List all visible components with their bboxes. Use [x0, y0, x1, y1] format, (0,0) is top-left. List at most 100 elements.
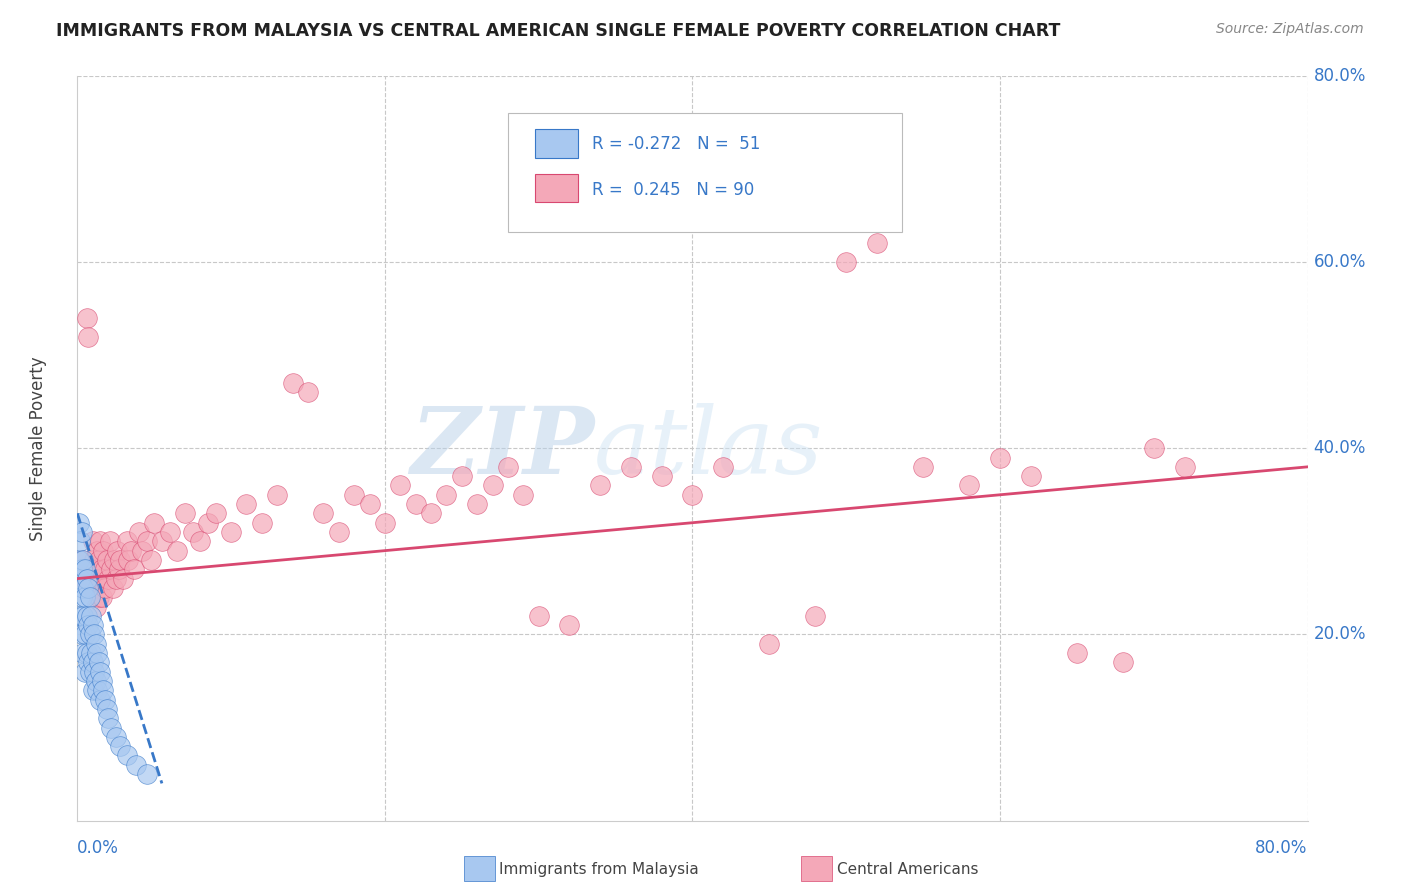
- Point: [250, 516, 273, 530]
- Point: [73, 665, 96, 679]
- Point: [711, 459, 734, 474]
- Point: [73, 591, 96, 605]
- Point: [70, 562, 93, 576]
- Point: [97, 572, 120, 586]
- Text: atlas: atlas: [595, 403, 824, 493]
- Point: [115, 534, 138, 549]
- Point: [84, 673, 107, 688]
- Point: [67, 516, 90, 530]
- Point: [150, 534, 173, 549]
- Point: [76, 572, 98, 586]
- Point: [804, 608, 827, 623]
- Point: [70, 627, 93, 641]
- Point: [83, 581, 105, 595]
- Text: IMMIGRANTS FROM MALAYSIA VS CENTRAL AMERICAN SINGLE FEMALE POVERTY CORRELATION C: IMMIGRANTS FROM MALAYSIA VS CENTRAL AMER…: [56, 22, 1060, 40]
- Point: [866, 236, 889, 251]
- Point: [76, 646, 98, 660]
- Point: [69, 572, 91, 586]
- Point: [73, 562, 96, 576]
- Point: [481, 478, 503, 492]
- Point: [266, 488, 288, 502]
- Point: [79, 591, 101, 605]
- Point: [297, 385, 319, 400]
- Point: [87, 656, 110, 670]
- Point: [105, 543, 128, 558]
- Point: [651, 469, 673, 483]
- Point: [77, 618, 100, 632]
- Text: Central Americans: Central Americans: [837, 863, 979, 877]
- Text: 60.0%: 60.0%: [1313, 253, 1367, 271]
- Point: [131, 543, 153, 558]
- Point: [110, 739, 132, 753]
- Point: [115, 748, 138, 763]
- Point: [1112, 656, 1135, 670]
- Point: [405, 497, 427, 511]
- Text: R =  0.245   N = 90: R = 0.245 N = 90: [592, 181, 754, 199]
- Point: [89, 534, 111, 549]
- Text: 20.0%: 20.0%: [1313, 625, 1367, 643]
- Point: [122, 562, 145, 576]
- Point: [558, 618, 581, 632]
- Point: [328, 524, 350, 539]
- Point: [97, 711, 120, 725]
- Point: [374, 516, 396, 530]
- Point: [589, 478, 612, 492]
- Point: [835, 255, 858, 269]
- Point: [79, 665, 101, 679]
- Point: [197, 516, 219, 530]
- Point: [67, 553, 90, 567]
- Point: [110, 553, 132, 567]
- Point: [188, 534, 212, 549]
- Point: [70, 553, 93, 567]
- Point: [465, 497, 488, 511]
- Point: [100, 721, 122, 735]
- Point: [76, 310, 98, 325]
- Point: [174, 507, 197, 521]
- Point: [104, 572, 127, 586]
- Point: [359, 497, 381, 511]
- Point: [73, 627, 96, 641]
- Point: [135, 534, 157, 549]
- Point: [312, 507, 335, 521]
- Text: Source: ZipAtlas.com: Source: ZipAtlas.com: [1216, 22, 1364, 37]
- Point: [159, 524, 181, 539]
- Point: [1066, 646, 1088, 660]
- Point: [436, 488, 458, 502]
- Point: [86, 646, 108, 660]
- Text: 40.0%: 40.0%: [1313, 439, 1367, 458]
- Point: [343, 488, 366, 502]
- Point: [94, 562, 117, 576]
- Point: [103, 553, 125, 567]
- Point: [204, 507, 226, 521]
- Point: [72, 581, 94, 595]
- Point: [527, 608, 550, 623]
- Point: [108, 562, 131, 576]
- Point: [82, 618, 104, 632]
- Point: [82, 572, 104, 586]
- Point: [96, 553, 118, 567]
- Point: [219, 524, 242, 539]
- Point: [72, 608, 94, 623]
- Point: [83, 665, 105, 679]
- Point: [141, 553, 163, 567]
- Point: [84, 599, 107, 614]
- Point: [98, 534, 121, 549]
- Point: [1174, 459, 1197, 474]
- Point: [69, 534, 91, 549]
- Point: [84, 562, 107, 576]
- Point: [84, 637, 107, 651]
- FancyBboxPatch shape: [508, 113, 901, 232]
- Point: [420, 507, 443, 521]
- Point: [83, 553, 105, 567]
- Point: [104, 730, 127, 744]
- Point: [117, 553, 139, 567]
- Point: [1143, 442, 1166, 455]
- Point: [496, 459, 519, 474]
- Point: [125, 757, 148, 772]
- Point: [70, 524, 93, 539]
- Point: [73, 572, 96, 586]
- Point: [112, 572, 135, 586]
- Point: [682, 488, 704, 502]
- FancyBboxPatch shape: [536, 129, 578, 158]
- Text: Single Female Poverty: Single Female Poverty: [30, 356, 46, 541]
